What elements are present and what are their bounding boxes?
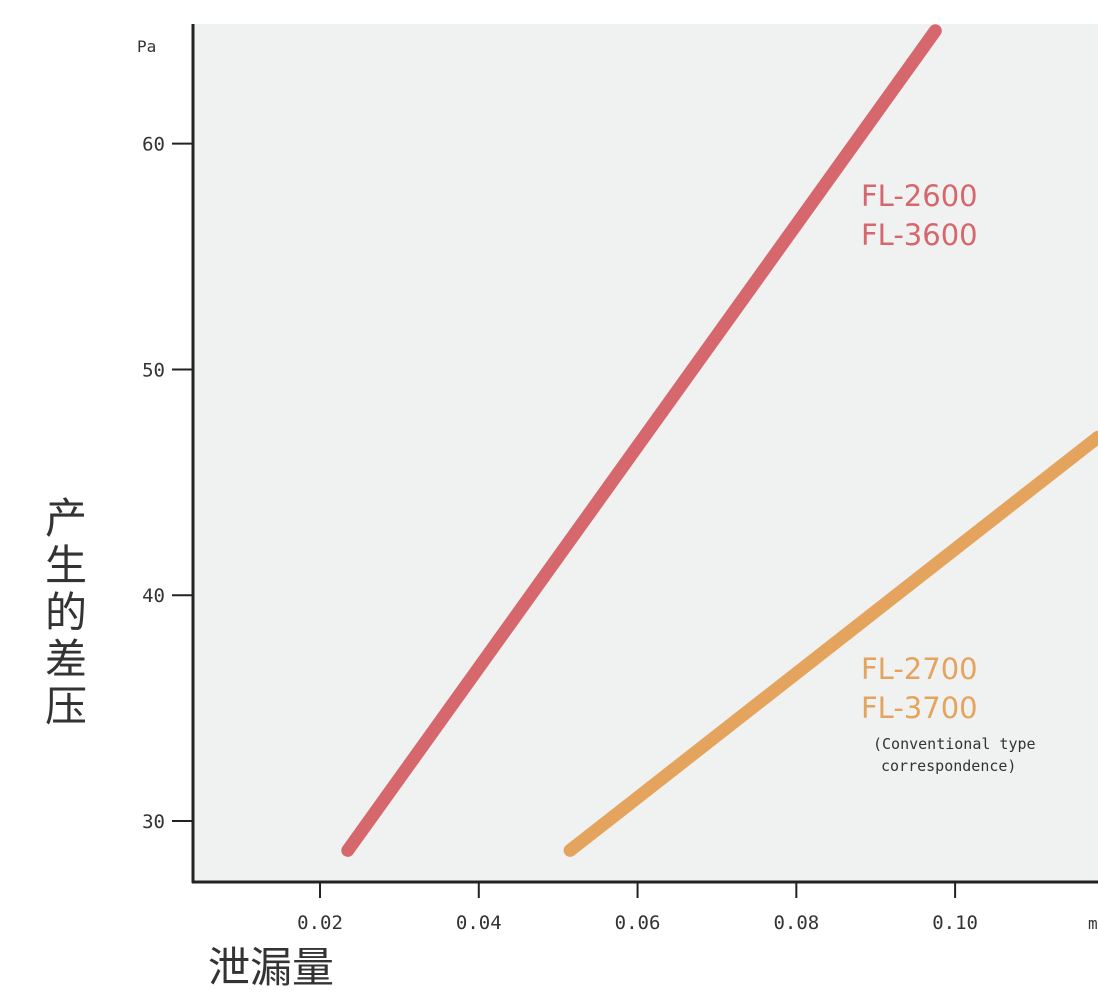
series-label-1: FL-2600 <box>861 179 978 213</box>
legend-layer: FL-2600 FL-3600 FL-2700 FL-3700 (Conventiona… <box>861 179 1036 775</box>
axis-layer <box>191 24 1098 884</box>
y-axis-title-char: 的 <box>44 588 87 637</box>
y-tick-label: 30 <box>142 811 165 833</box>
y-axis-title: 产 生 的 差 压 <box>38 495 94 730</box>
y-unit-label: Pa <box>137 37 156 56</box>
x-tick-label: 0.10 <box>932 912 978 934</box>
series-line-2 <box>563 430 1098 857</box>
y-axis-title-char: 产 <box>44 494 87 543</box>
tick-layer: 30 40 50 60 0.02 0.04 0.06 0.08 0.10 <box>142 134 978 934</box>
series-label-1: FL-3600 <box>861 218 978 252</box>
x-axis-title: 泄漏量 <box>208 943 335 992</box>
y-tick-label: 60 <box>142 134 165 156</box>
plot-area <box>193 24 1098 882</box>
series-note-2: correspondence) <box>881 757 1016 775</box>
series-line-1 <box>341 24 942 857</box>
y-axis-title-char: 生 <box>44 541 87 590</box>
series-label-2: FL-2700 <box>861 652 978 686</box>
x-tick-label: 0.08 <box>773 912 819 934</box>
x-tick-label: 0.06 <box>615 912 661 934</box>
series-label-2: FL-3700 <box>861 691 978 725</box>
y-tick-label: 40 <box>142 585 165 607</box>
y-axis-title-char: 压 <box>44 682 87 731</box>
x-tick-label: 0.04 <box>456 912 502 934</box>
x-unit-label: m <box>1088 914 1098 933</box>
series-layer <box>341 24 1098 857</box>
y-tick-label: 50 <box>142 359 165 381</box>
y-axis-title-char: 差 <box>44 635 87 684</box>
x-tick-label: 0.02 <box>297 912 343 934</box>
series-note-2: (Conventional type <box>873 735 1036 753</box>
